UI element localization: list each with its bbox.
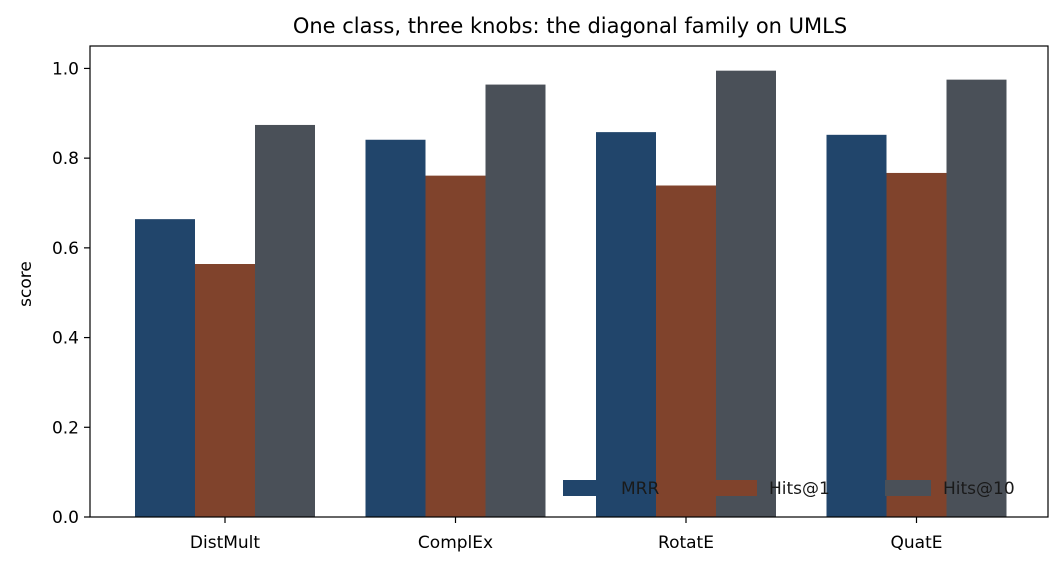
bar-mrr-quate [826, 134, 887, 517]
bar-mrr-distmult [135, 219, 195, 518]
plot-frame [89, 45, 1049, 518]
x-tick-label: RotatE [658, 533, 714, 553]
bar-hits10-rotate [716, 70, 776, 518]
y-tick-label: 0.4 [52, 329, 79, 349]
legend-swatch-hits1 [711, 480, 757, 496]
bar-mrr-rotate [596, 132, 656, 517]
bars-group [135, 70, 1007, 518]
y-axis-label: score [16, 261, 36, 307]
x-tick-label: DistMult [190, 533, 261, 553]
bar-hits1-quate [886, 172, 947, 517]
y-tick-label: 0.8 [52, 149, 79, 169]
x-tick-label: ComplEx [418, 533, 493, 553]
legend-swatch-mrr [563, 480, 609, 496]
bar-hits1-distmult [195, 264, 255, 517]
bar-hits1-rotate [656, 185, 716, 517]
legend-label: Hits@1 [769, 479, 830, 499]
y-tick-label: 0.6 [52, 239, 79, 259]
axes-group: 0.0 0.2 0.4 0.6 0.8 1.0 DistMult ComplEx RotatE Q… [52, 45, 1049, 553]
legend-swatch-hits10 [885, 480, 931, 496]
legend-label: MRR [621, 479, 659, 499]
y-tick-label: 0.0 [52, 508, 79, 528]
x-tick-label: QuatE [891, 533, 943, 553]
y-tick-label: 1.0 [52, 59, 79, 79]
bar-hits10-quate [946, 79, 1007, 518]
bar-hits10-complex [485, 84, 546, 517]
y-tick-label: 0.2 [52, 418, 79, 438]
legend-label: Hits@10 [943, 479, 1015, 499]
bar-hits10-distmult [255, 124, 315, 517]
chart-title: One class, three knobs: the diagonal fam… [293, 14, 847, 38]
bar-mrr-complex [365, 139, 426, 517]
legend: MRR Hits@1 Hits@10 [563, 479, 1015, 499]
bar-hits1-complex [425, 175, 486, 517]
